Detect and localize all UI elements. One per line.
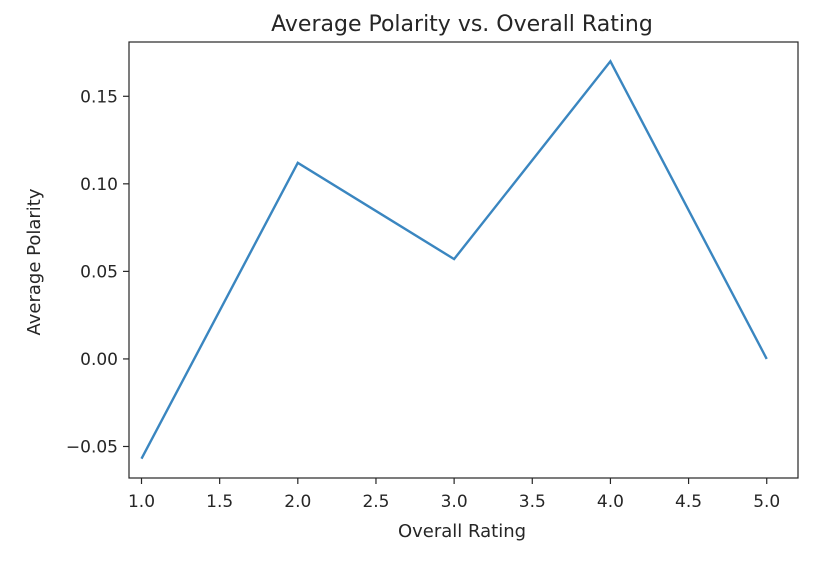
- y-tick-label: −0.05: [66, 437, 118, 457]
- y-axis-label: Average Polarity: [24, 188, 45, 335]
- y-tick-label: 0.00: [80, 350, 118, 370]
- axes-frame: [128, 41, 799, 479]
- x-tick-label: 3.0: [441, 492, 468, 512]
- x-tick-label: 4.5: [675, 492, 702, 512]
- y-tick-label: 0.10: [80, 175, 118, 195]
- plot-area: 1.0 1.5 2.0 2.5 3.0 3.5 4.0 4.5 5.0 −0.05 0.00 0.0…: [66, 41, 799, 512]
- x-tick-label: 4.0: [597, 492, 624, 512]
- series-line: [140, 59, 768, 460]
- y-tick-label: 0.05: [80, 262, 118, 282]
- x-axis-label: Overall Rating: [398, 521, 526, 542]
- chart-title: Average Polarity vs. Overall Rating: [271, 12, 653, 37]
- x-tick-label: 1.0: [128, 492, 155, 512]
- x-tick-label: 5.0: [753, 492, 780, 512]
- x-tick-label: 3.5: [519, 492, 546, 512]
- x-tick-label: 1.5: [206, 492, 233, 512]
- x-tick-label: 2.5: [362, 492, 389, 512]
- y-tick-label: 0.15: [80, 87, 118, 107]
- x-tick-label: 2.0: [284, 492, 311, 512]
- y-axis: −0.05 0.00 0.05 0.10 0.15: [66, 87, 129, 457]
- x-axis: 1.0 1.5 2.0 2.5 3.0 3.5 4.0 4.5 5.0: [128, 478, 780, 512]
